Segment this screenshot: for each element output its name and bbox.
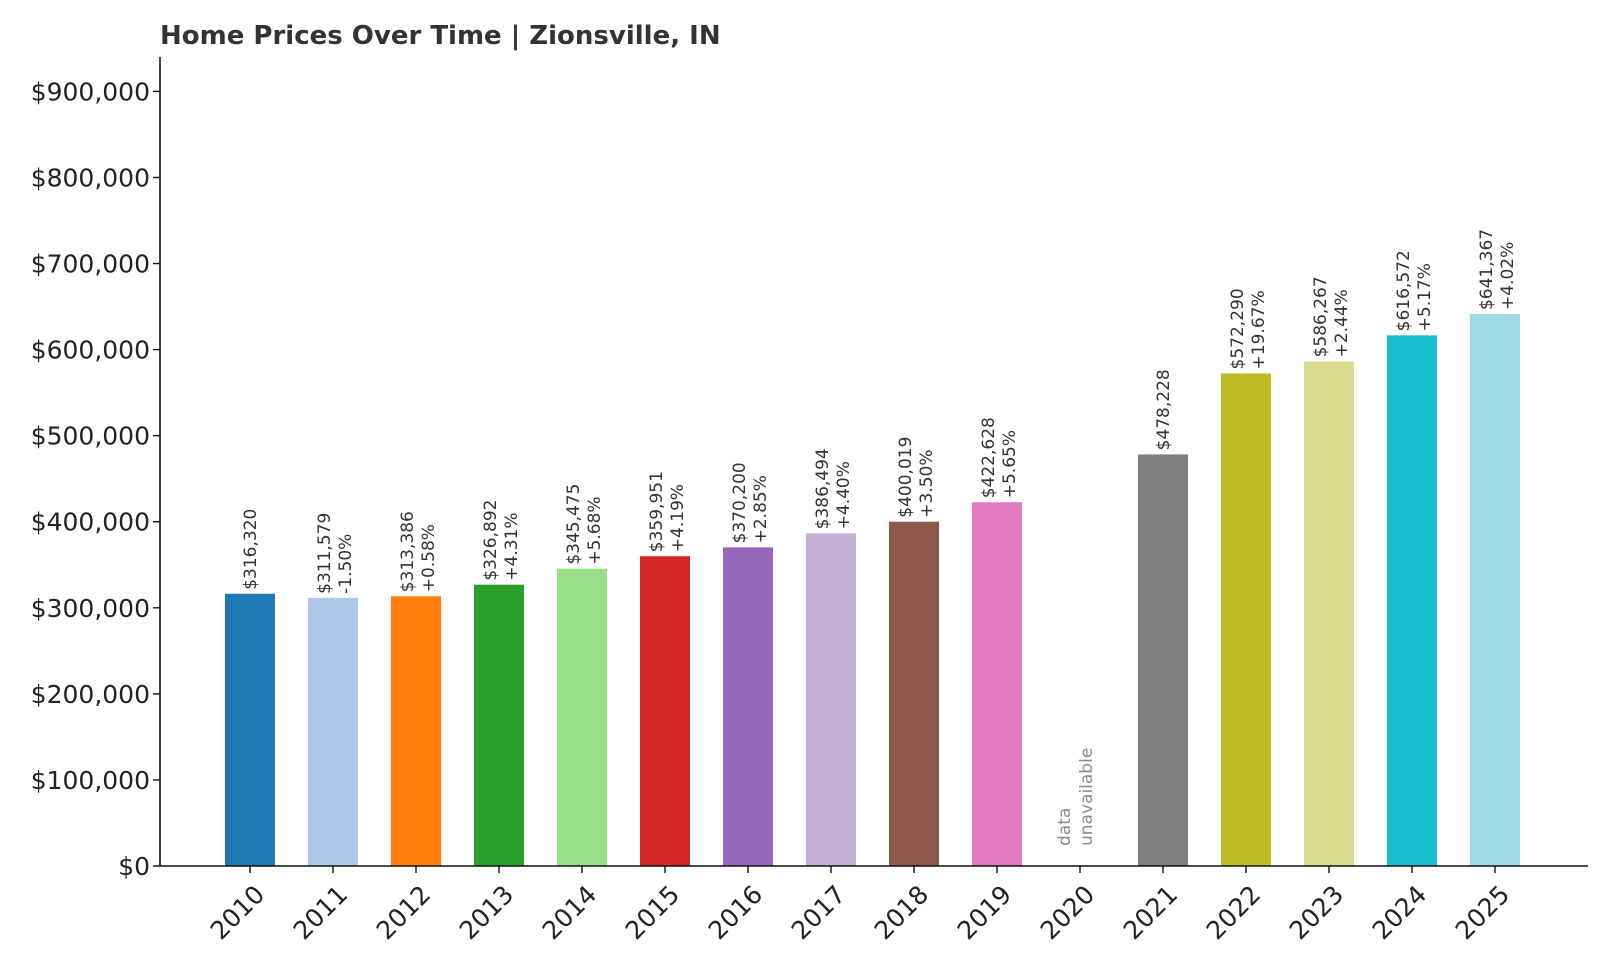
bar-change-text: +3.50% [917, 449, 937, 517]
bar-value-label: $345,475+5.68% [564, 484, 605, 565]
x-tick-label: 2015 [620, 880, 685, 945]
x-tick-label: 2011 [288, 880, 353, 945]
bar-2024 [1387, 335, 1437, 867]
bar-change-text: +2.85% [751, 475, 771, 543]
x-tick-label: 2020 [1035, 880, 1100, 945]
x-axis: 2010 2011 2012 2013 2014 2015 2016 2017 2018 2019… [160, 865, 1588, 945]
bar-change-text: +4.40% [834, 461, 854, 529]
bar-2023 [1304, 361, 1354, 866]
bar-2014 [557, 568, 607, 866]
bar-value-label: $316,320 [241, 509, 261, 590]
bar-price-text: $641,367 [1477, 229, 1497, 310]
bar-price-text: $616,572 [1394, 250, 1414, 331]
bar-change-text: +4.19% [668, 484, 688, 552]
bar-value-label: $572,290+19.67% [1228, 288, 1269, 369]
bar-price-text: $422,628 [979, 417, 999, 498]
y-tick-label: $400,000 [31, 508, 150, 537]
bar-2025 [1470, 314, 1520, 866]
x-tick-label: 2012 [371, 880, 436, 945]
bars [225, 314, 1520, 867]
bar-2012 [391, 596, 441, 866]
bar-price-text: $370,200 [730, 462, 750, 543]
bar-value-label: $311,579-1.50% [315, 513, 356, 594]
bar-price-text: $400,019 [896, 437, 916, 518]
data-unavailable-line: data [1055, 808, 1075, 846]
chart-title: Home Prices Over Time | Zionsville, IN [160, 21, 721, 51]
x-tick-label: 2017 [786, 880, 851, 945]
bar-price-text: $359,951 [647, 471, 667, 552]
bar-value-label: $616,572+5.17% [1394, 250, 1435, 331]
bar-price-text: $326,892 [481, 500, 501, 581]
y-tick-label: $600,000 [31, 336, 150, 365]
bar-price-text: $572,290 [1228, 288, 1248, 369]
bar-value-label: $370,200+2.85% [730, 462, 771, 543]
bar-price-text: $311,579 [315, 513, 335, 594]
bar-2015 [640, 556, 690, 866]
y-tick-label: $300,000 [31, 594, 150, 623]
bar-price-text: $345,475 [564, 484, 584, 565]
y-tick-label: $0 [118, 852, 150, 881]
bar-change-text: +4.02% [1498, 242, 1518, 310]
y-tick-label: $500,000 [31, 422, 150, 451]
bar-price-text: $316,320 [241, 509, 261, 590]
bar-change-text: +5.65% [1000, 430, 1020, 498]
x-tick-label: 2021 [1118, 880, 1183, 945]
x-tick-label: 2018 [869, 880, 934, 945]
y-axis: $0 $100,000 $200,000 $300,000 $400,000 $500,0… [31, 57, 161, 881]
bar-2019 [972, 502, 1022, 866]
bar-2021 [1138, 454, 1188, 866]
data-unavailable-label: data unavailable [1055, 748, 1097, 846]
x-tick-label: 2022 [1201, 880, 1266, 945]
bar-value-label: $586,267+2.44% [1311, 276, 1352, 357]
y-tick-label: $200,000 [31, 680, 150, 709]
bar-value-label: $313,386+0.58% [398, 511, 439, 592]
x-tick-label: 2013 [454, 880, 519, 945]
x-tick-label: 2010 [205, 880, 270, 945]
bar-value-label: $400,019+3.50% [896, 437, 937, 518]
x-tick-label: 2024 [1367, 880, 1432, 945]
bar-price-text: $313,386 [398, 511, 418, 592]
y-tick-label: $800,000 [31, 163, 150, 192]
bar-value-label: $359,951+4.19% [647, 471, 688, 552]
bar-2013 [474, 584, 524, 866]
y-tick-label: $100,000 [31, 766, 150, 795]
y-tick-label: $700,000 [31, 250, 150, 279]
bar-labels: $316,320 $311,579-1.50% $313,386+0.58% $326… [241, 229, 1518, 846]
x-tick-label: 2023 [1284, 880, 1349, 945]
bar-change-text: +2.44% [1332, 289, 1352, 357]
bar-price-text: $386,494 [813, 448, 833, 529]
x-tick-label: 2025 [1450, 880, 1515, 945]
bar-change-text: +5.17% [1415, 263, 1435, 331]
x-tick-label: 2016 [703, 880, 768, 945]
bar-change-text: +0.58% [419, 524, 439, 592]
bar-value-label: $386,494+4.40% [813, 448, 854, 529]
bar-value-label: $326,892+4.31% [481, 500, 522, 581]
bar-change-text: +4.31% [502, 512, 522, 580]
bar-price-text: $478,228 [1154, 369, 1174, 450]
bar-2018 [889, 521, 939, 866]
bar-change-text: +5.68% [585, 496, 605, 564]
bar-2016 [723, 547, 773, 866]
bar-2010 [225, 593, 275, 866]
bar-change-text: +19.67% [1249, 290, 1269, 369]
bar-value-label: $422,628+5.65% [979, 417, 1020, 498]
x-tick-label: 2014 [537, 880, 602, 945]
data-unavailable-line: unavailable [1077, 748, 1097, 846]
bar-value-label: $478,228 [1154, 369, 1174, 450]
x-tick-label: 2019 [952, 880, 1017, 945]
bar-change-text: -1.50% [336, 534, 356, 594]
y-tick-label: $900,000 [31, 77, 150, 106]
bar-2022 [1221, 373, 1271, 866]
bar-2017 [806, 533, 856, 866]
bar-price-text: $586,267 [1311, 276, 1331, 357]
bar-value-label: $641,367+4.02% [1477, 229, 1518, 310]
bar-2011 [308, 597, 358, 866]
